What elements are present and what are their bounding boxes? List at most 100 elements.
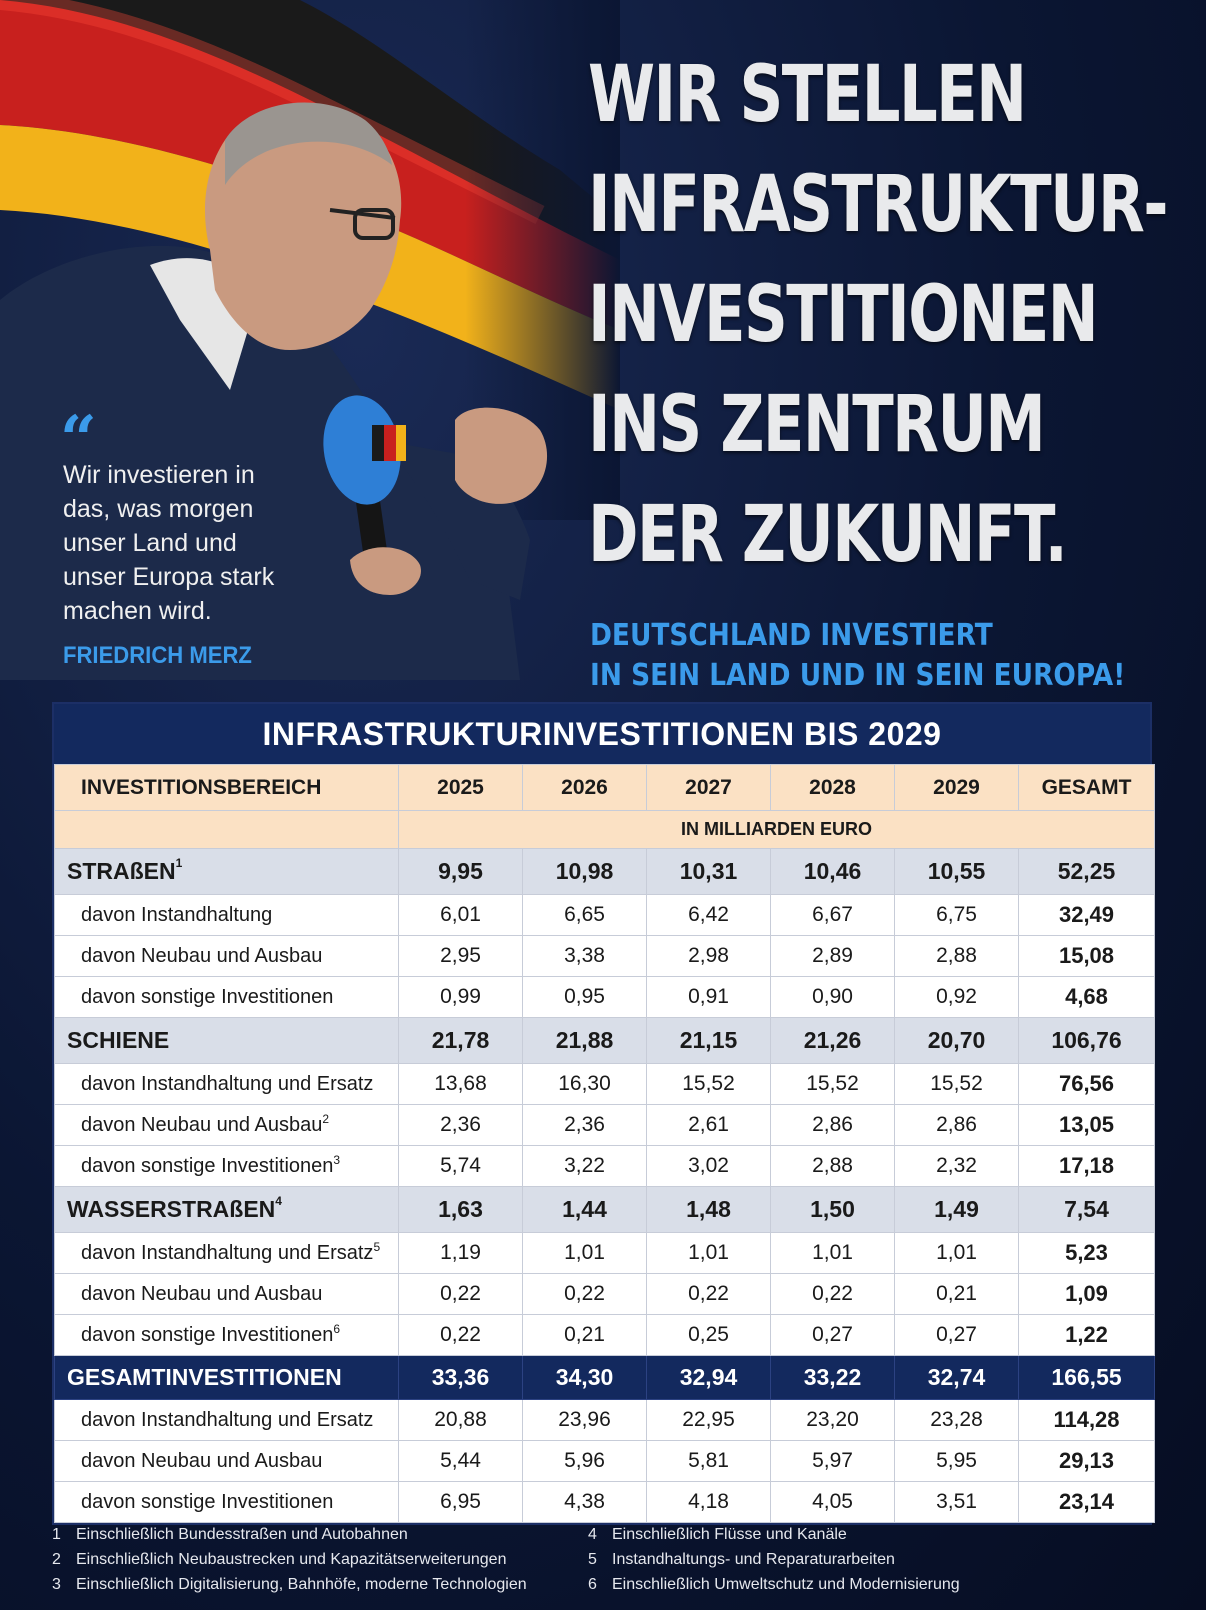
table-subrow: davon Neubau und Ausbau 5,44 5,96 5,81 5,97 5… <box>54 1440 1155 1482</box>
table-subrow: davon sonstige Investitionen6 0,22 0,21 0,2… <box>54 1314 1155 1356</box>
footnote: 5 Instandhaltungs- und Reparaturarbeiten <box>588 1547 1128 1572</box>
footnote: 6 Einschließlich Umweltschutz und Moderni… <box>588 1572 1128 1597</box>
total-cell: 23,14 <box>1018 1481 1155 1523</box>
value-cell: 6,95 <box>398 1481 523 1523</box>
row-label-text: davon sonstige Investitionen <box>81 1490 334 1513</box>
value-cell: 6,01 <box>398 894 523 936</box>
unit-blank-cell <box>54 810 399 849</box>
footnote-ref: 4 <box>275 1194 282 1208</box>
row-label-text: davon Instandhaltung <box>81 903 273 926</box>
column-header: 2025 <box>398 764 523 811</box>
value-cell: 2,36 <box>522 1104 647 1146</box>
row-label-text: davon Neubau und Ausbau <box>81 1113 323 1136</box>
value-cell: 2,86 <box>770 1104 895 1146</box>
column-header: 2027 <box>646 764 771 811</box>
table-subrow: davon Neubau und Ausbau 0,22 0,22 0,22 0,22 0… <box>54 1273 1155 1315</box>
table-subrow: davon Neubau und Ausbau 2,95 3,38 2,98 2,89 2… <box>54 935 1155 977</box>
value-cell: 32,94 <box>646 1355 771 1400</box>
row-label-text: WASSERSTRAßEN <box>67 1196 276 1222</box>
value-cell: 16,30 <box>522 1063 647 1105</box>
value-cell: 0,92 <box>894 976 1019 1018</box>
headline-line-5: DER ZUKUNFT. <box>588 490 1068 580</box>
row-label-text: GESAMTINVESTITIONEN <box>67 1364 342 1390</box>
row-label: STRAßEN1 <box>54 848 399 895</box>
value-cell: 0,90 <box>770 976 895 1018</box>
quote-line: Wir investieren in <box>63 461 255 489</box>
table-subrow: davon sonstige Investitionen 6,95 4,38 4,18… <box>54 1481 1155 1523</box>
value-cell: 23,96 <box>522 1399 647 1441</box>
total-cell: 29,13 <box>1018 1440 1155 1482</box>
quote-line: unser Land und <box>63 529 237 557</box>
value-cell: 0,99 <box>398 976 523 1018</box>
table-subrow: davon Neubau und Ausbau2 2,36 2,36 2,61 2,86… <box>54 1104 1155 1146</box>
footnote-ref: 1 <box>175 856 183 870</box>
row-label: WASSERSTRAßEN4 <box>54 1186 399 1233</box>
table-subrow: davon sonstige Investitionen 0,99 0,95 0,91… <box>54 976 1155 1018</box>
footnote: 1 Einschließlich Bundesstraßen und Autoba… <box>52 1522 592 1547</box>
value-cell: 0,21 <box>894 1273 1019 1315</box>
value-cell: 0,22 <box>398 1314 523 1356</box>
value-cell: 10,46 <box>770 848 895 895</box>
row-label: davon sonstige Investitionen <box>54 1481 399 1523</box>
footnotes-right: 4 Einschließlich Flüsse und Kanäle 5 Instan… <box>588 1522 1128 1597</box>
value-cell: 2,61 <box>646 1104 771 1146</box>
headline-line-1: WIR STELLEN <box>588 50 1027 140</box>
footnote-number: 6 <box>588 1576 597 1593</box>
value-cell: 15,52 <box>770 1063 895 1105</box>
footnote-number: 3 <box>52 1576 61 1593</box>
value-cell: 6,75 <box>894 894 1019 936</box>
value-cell: 23,28 <box>894 1399 1019 1441</box>
total-cell: 1,09 <box>1018 1273 1155 1315</box>
table-subrow: davon sonstige Investitionen3 5,74 3,22 3,0… <box>54 1145 1155 1187</box>
value-cell: 20,88 <box>398 1399 523 1441</box>
value-cell: 2,88 <box>894 935 1019 977</box>
value-cell: 10,98 <box>522 848 647 895</box>
speaker-image <box>0 102 548 680</box>
table-category-row: STRAßEN1 9,95 10,98 10,31 10,46 10,55 52,25 <box>54 848 1155 895</box>
table-unit-row: IN MILLIARDEN EURO <box>54 810 1155 849</box>
value-cell: 21,15 <box>646 1017 771 1064</box>
value-cell: 0,22 <box>646 1273 771 1315</box>
footnote-text: Einschließlich Bundesstraßen und Autobah… <box>76 1526 408 1543</box>
total-cell: 15,08 <box>1018 935 1155 977</box>
value-cell: 5,97 <box>770 1440 895 1482</box>
row-label-text: davon Instandhaltung und Ersatz <box>81 1241 374 1264</box>
value-cell: 0,22 <box>522 1273 647 1315</box>
row-label: davon sonstige Investitionen3 <box>54 1145 399 1187</box>
total-cell: 106,76 <box>1018 1017 1155 1064</box>
value-cell: 2,86 <box>894 1104 1019 1146</box>
value-cell: 1,01 <box>646 1232 771 1274</box>
value-cell: 20,70 <box>894 1017 1019 1064</box>
row-label: davon Instandhaltung und Ersatz <box>54 1399 399 1441</box>
row-label: SCHIENE <box>54 1017 399 1064</box>
value-cell: 1,01 <box>770 1232 895 1274</box>
value-cell: 21,26 <box>770 1017 895 1064</box>
column-header: GESAMT <box>1018 764 1155 811</box>
value-cell: 10,55 <box>894 848 1019 895</box>
value-cell: 33,22 <box>770 1355 895 1400</box>
value-cell: 22,95 <box>646 1399 771 1441</box>
value-cell: 23,20 <box>770 1399 895 1441</box>
value-cell: 0,27 <box>770 1314 895 1356</box>
row-label: davon Neubau und Ausbau <box>54 1273 399 1315</box>
row-label-text: davon Instandhaltung und Ersatz <box>81 1408 374 1431</box>
subline-line-1: DEUTSCHLAND INVESTIERT <box>590 618 993 653</box>
footnote-text: Einschließlich Umweltschutz und Modernis… <box>612 1576 960 1593</box>
table-subrow: davon Instandhaltung und Ersatz5 1,19 1,01… <box>54 1232 1155 1274</box>
value-cell: 3,38 <box>522 935 647 977</box>
total-cell: 4,68 <box>1018 976 1155 1018</box>
table-body: STRAßEN1 9,95 10,98 10,31 10,46 10,55 52,25 dav… <box>54 848 1155 1523</box>
row-label: davon sonstige Investitionen6 <box>54 1314 399 1356</box>
value-cell: 6,42 <box>646 894 771 936</box>
row-label: davon Neubau und Ausbau <box>54 935 399 977</box>
quote-author: FRIEDRICH MERZ <box>63 642 252 669</box>
value-cell: 6,65 <box>522 894 647 936</box>
total-cell: 114,28 <box>1018 1399 1155 1441</box>
value-cell: 2,32 <box>894 1145 1019 1187</box>
value-cell: 0,21 <box>522 1314 647 1356</box>
row-label: GESAMTINVESTITIONEN <box>54 1355 399 1400</box>
row-label-text: STRAßEN <box>67 858 176 884</box>
footnote-ref: 3 <box>333 1152 341 1167</box>
row-label: davon Instandhaltung und Ersatz <box>54 1063 399 1105</box>
value-cell: 4,38 <box>522 1481 647 1523</box>
